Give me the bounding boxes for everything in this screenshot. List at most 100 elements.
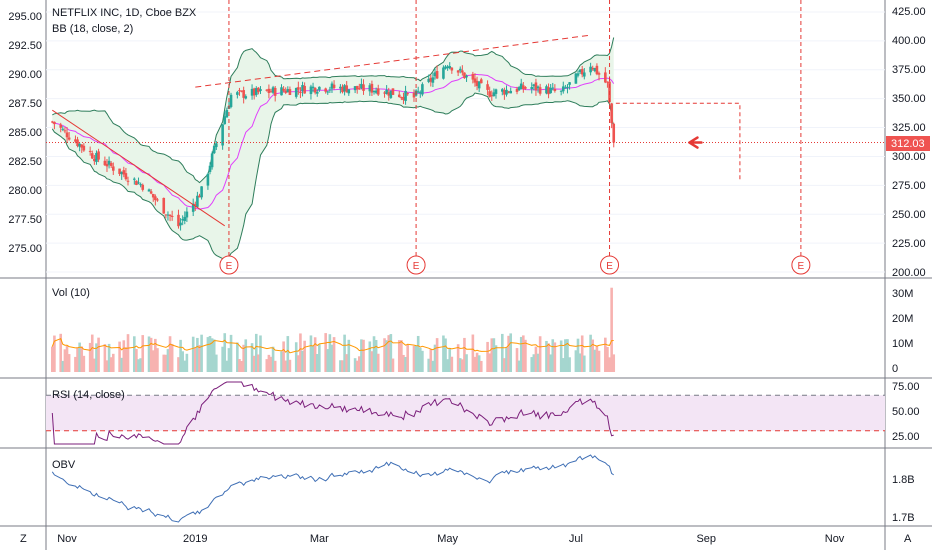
candle-body — [196, 195, 199, 207]
volume-bar — [303, 340, 306, 372]
volume-bar — [427, 358, 431, 372]
candle-body — [206, 173, 210, 186]
candle-body — [612, 123, 616, 143]
volume-bar — [610, 287, 613, 372]
candle-body — [103, 160, 107, 166]
candle-body — [458, 68, 462, 71]
candle-body — [313, 87, 317, 93]
auto-scale-button[interactable]: A — [904, 533, 912, 545]
candle-body — [376, 88, 380, 95]
volume-bar — [461, 359, 464, 372]
y-tick-right: 275.00 — [892, 180, 926, 192]
volume-bar — [471, 334, 475, 372]
volume-bar — [59, 333, 63, 372]
earnings-marker-icon — [219, 255, 239, 275]
volume-bar — [221, 346, 224, 372]
volume-bar — [589, 334, 592, 372]
y-tick-right: 225.00 — [892, 238, 926, 250]
volume-bar — [170, 343, 174, 372]
volume-bar — [608, 357, 611, 372]
volume-bar — [200, 334, 203, 372]
candle-body — [389, 90, 393, 98]
volume-bar — [166, 349, 170, 372]
volume-bar — [244, 339, 248, 372]
volume-bar — [389, 334, 393, 372]
candle-body — [534, 82, 538, 91]
volume-bar — [507, 335, 510, 372]
candle-body — [229, 94, 233, 107]
volume-bar — [156, 348, 159, 372]
volume-tick: 30M — [892, 288, 913, 300]
candle-body — [111, 166, 115, 171]
candle-body — [583, 72, 586, 77]
candle-body — [345, 85, 348, 93]
volume-bar — [561, 358, 565, 372]
volume-bar — [67, 354, 71, 372]
volume-bar — [580, 335, 584, 372]
candle-body — [74, 139, 77, 142]
candle-body — [183, 216, 187, 221]
volume-bar — [404, 356, 407, 372]
candle-body — [200, 186, 203, 198]
candle-body — [448, 66, 452, 69]
candle-body — [53, 121, 56, 125]
candle-body — [507, 91, 510, 93]
candle-body — [347, 89, 351, 94]
volume-bar — [164, 354, 168, 372]
volume-bar — [456, 344, 460, 372]
volume-bar — [339, 360, 342, 372]
volume-bar — [583, 355, 586, 372]
volume-bar — [486, 341, 489, 372]
candle-body — [124, 173, 128, 180]
candle-body — [126, 180, 130, 182]
candle-body — [532, 84, 536, 87]
y-tick-right: 375.00 — [892, 64, 926, 76]
candle-body — [576, 73, 580, 76]
candle-body — [280, 87, 283, 96]
candle-body — [164, 214, 168, 216]
volume-bar — [442, 335, 445, 372]
bb-upper-line — [52, 37, 615, 184]
volume-bar — [141, 335, 145, 372]
candle-body — [561, 86, 565, 92]
candle-body — [461, 70, 464, 73]
candle-body — [406, 93, 409, 95]
volume-bar — [450, 356, 454, 372]
volume-bar — [463, 337, 466, 372]
candle-body — [271, 87, 275, 93]
candle-body — [154, 196, 157, 201]
candle-body — [564, 87, 567, 89]
candle-body — [387, 92, 391, 96]
volume-bar — [288, 359, 292, 372]
volume-bar — [177, 357, 180, 372]
volume-bar — [225, 360, 229, 372]
candle-body — [168, 214, 172, 216]
y-tick-left: 280.00 — [8, 185, 42, 197]
y-tick-left: 287.50 — [8, 98, 42, 110]
candle-body — [330, 83, 334, 89]
candle-body — [179, 222, 182, 226]
volume-bar — [315, 353, 319, 372]
candle-body — [109, 162, 113, 166]
volume-bar — [107, 343, 111, 372]
volume-bar — [532, 354, 536, 372]
volume-bar — [576, 338, 580, 372]
rsi-tick: 25.00 — [892, 431, 920, 443]
volume-bar — [414, 345, 418, 372]
candle-body — [402, 96, 405, 101]
candle-body — [368, 85, 372, 92]
candle-body — [299, 92, 302, 94]
candle-body — [315, 91, 319, 94]
rsi-tick: 75.00 — [892, 381, 920, 393]
candle-body — [486, 84, 489, 90]
candle-body — [67, 137, 71, 140]
volume-bar — [372, 336, 376, 372]
zoom-reset-button[interactable]: Z — [20, 533, 27, 545]
candle-body — [362, 84, 365, 91]
volume-bar — [574, 350, 578, 372]
y-tick-right: 425.00 — [892, 6, 926, 18]
candle-body — [418, 92, 422, 94]
volume-bar — [429, 349, 433, 372]
